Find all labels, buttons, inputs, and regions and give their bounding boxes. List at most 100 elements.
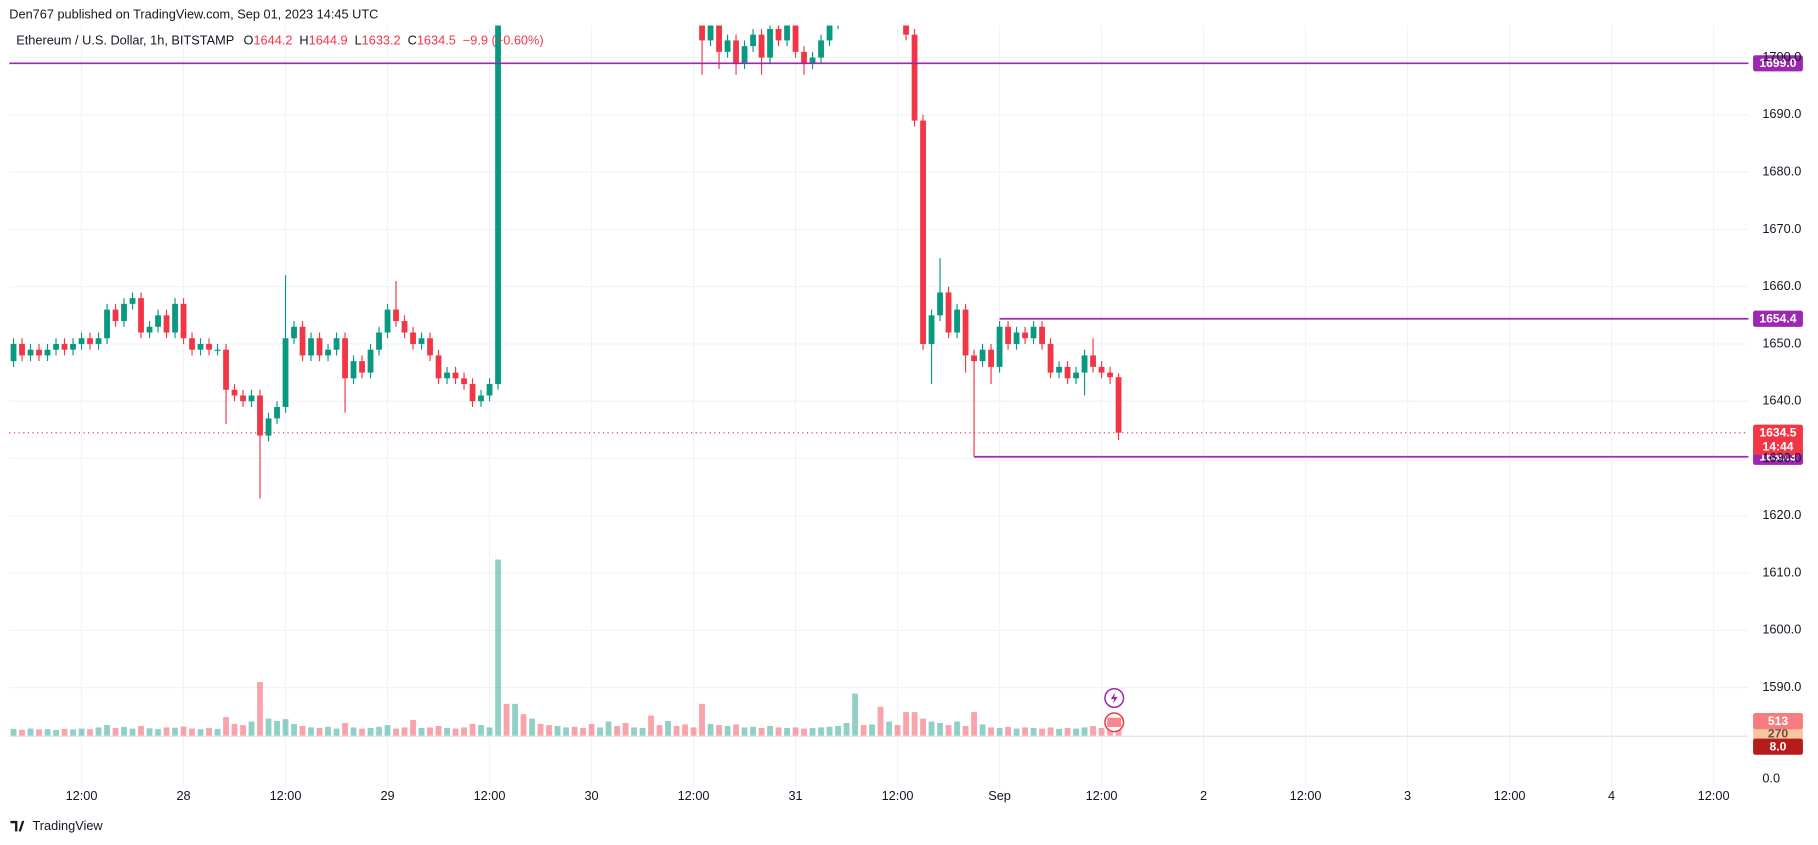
last-price-label: 1634.5 — [1759, 426, 1796, 440]
candle-body — [979, 349, 986, 362]
candle-body — [359, 361, 365, 373]
candle-body — [376, 332, 382, 350]
candle-body — [223, 349, 229, 390]
volume-bar — [750, 726, 756, 737]
candle-body — [707, 25, 714, 41]
volume-bar — [665, 720, 671, 737]
level-label-box — [1753, 55, 1803, 72]
candle-body — [129, 298, 136, 304]
y-tick-label: 1650.0 — [1762, 335, 1801, 350]
low-value: 1633.2 — [362, 33, 401, 48]
candle-body — [691, 0, 697, 11]
candle-body — [61, 343, 68, 350]
volume-bar — [367, 727, 374, 737]
y-tick-label: 1610.0 — [1762, 564, 1801, 579]
open-value: 1644.2 — [253, 33, 292, 48]
volume-bar — [784, 727, 790, 737]
volume-bar — [554, 725, 561, 737]
candle-body — [1115, 377, 1122, 433]
volume-bar — [461, 727, 467, 737]
level-label-box — [1753, 310, 1803, 327]
x-tick-label: 12:00 — [1290, 788, 1322, 803]
candle-body — [10, 343, 17, 362]
y-tick-label: 1620.0 — [1762, 507, 1801, 522]
x-tick-label: 30 — [584, 788, 598, 803]
legend: Ethereum / U.S. Dollar, 1h, BITSTAMP O164… — [16, 33, 543, 48]
volume-bar — [529, 718, 535, 737]
x-tick-label: Sep — [988, 788, 1011, 803]
y-tick-label: 1700.0 — [1762, 49, 1801, 64]
candle-body — [401, 321, 408, 333]
indicator-tick-label: 0.0 — [1762, 771, 1780, 786]
volume-bar — [1013, 728, 1020, 737]
candle-body — [291, 326, 297, 339]
volume-bar — [393, 728, 399, 737]
symbol: Ethereum / U.S. Dollar, 1h, BITSTAMP — [16, 33, 234, 48]
x-tick-label: 12:00 — [1086, 788, 1118, 803]
high-letter: H — [299, 33, 308, 48]
candle-body — [36, 349, 42, 356]
candle-body — [971, 355, 977, 362]
volume-bar — [1056, 728, 1062, 737]
volume-bar — [503, 703, 510, 737]
volume-bar — [27, 728, 34, 737]
volume-bar — [1073, 728, 1079, 737]
open-letter: O — [244, 33, 254, 48]
candle-body — [1081, 355, 1088, 373]
volume-bar — [155, 729, 161, 737]
candle-body — [937, 292, 943, 316]
candle-body — [767, 28, 773, 58]
candle-body — [716, 25, 722, 52]
volume-bar — [189, 728, 195, 737]
volume-bar — [860, 725, 867, 737]
volume-bar — [911, 712, 918, 737]
volume-bar — [316, 727, 323, 737]
candle-body — [214, 349, 221, 351]
volume-bar — [988, 727, 994, 737]
volume-bar — [1081, 727, 1088, 737]
candle-body — [172, 303, 178, 333]
x-tick-label: 12:00 — [270, 788, 302, 803]
volume-bar — [36, 729, 42, 737]
candle-body — [1064, 366, 1071, 379]
candle-body — [826, 25, 833, 41]
volume-bar — [818, 727, 824, 737]
y-tick-label: 1600.0 — [1762, 622, 1801, 637]
x-tick-label: 12:00 — [882, 788, 914, 803]
volume-bar — [240, 725, 246, 737]
volume-bar — [410, 720, 416, 737]
candle-body — [138, 298, 144, 333]
volume-ma-box — [1753, 727, 1803, 742]
x-tick-label: 28 — [176, 788, 190, 803]
x-tick-label: 31 — [788, 788, 802, 803]
volume-bar — [733, 724, 739, 737]
volume-bar — [886, 721, 892, 737]
candle-body — [350, 361, 357, 379]
volume-bar — [359, 728, 365, 737]
candle-body — [996, 326, 1003, 367]
volume-bar — [376, 726, 382, 737]
volume-bar — [95, 727, 102, 737]
volume-bar — [206, 727, 212, 737]
candle-body — [70, 343, 76, 350]
candle-body — [325, 349, 331, 356]
volume-bar — [639, 727, 646, 737]
candle-body — [911, 34, 918, 121]
candle-body — [240, 395, 246, 402]
price-pane — [10, 0, 1122, 499]
candle-body — [809, 57, 816, 64]
volume-bar — [44, 729, 51, 737]
candle-body — [95, 338, 102, 344]
candle-body — [478, 395, 484, 402]
volume-bar — [248, 721, 255, 737]
candle-body — [1056, 366, 1062, 373]
volume-bar — [1039, 728, 1045, 737]
candle-body — [155, 315, 161, 327]
volume-bar — [223, 717, 229, 737]
volume-bar — [325, 726, 331, 737]
candle-body — [248, 395, 255, 402]
last-price-box — [1753, 424, 1803, 455]
x-tick-label: 4 — [1608, 788, 1615, 803]
candle-body — [257, 395, 263, 436]
